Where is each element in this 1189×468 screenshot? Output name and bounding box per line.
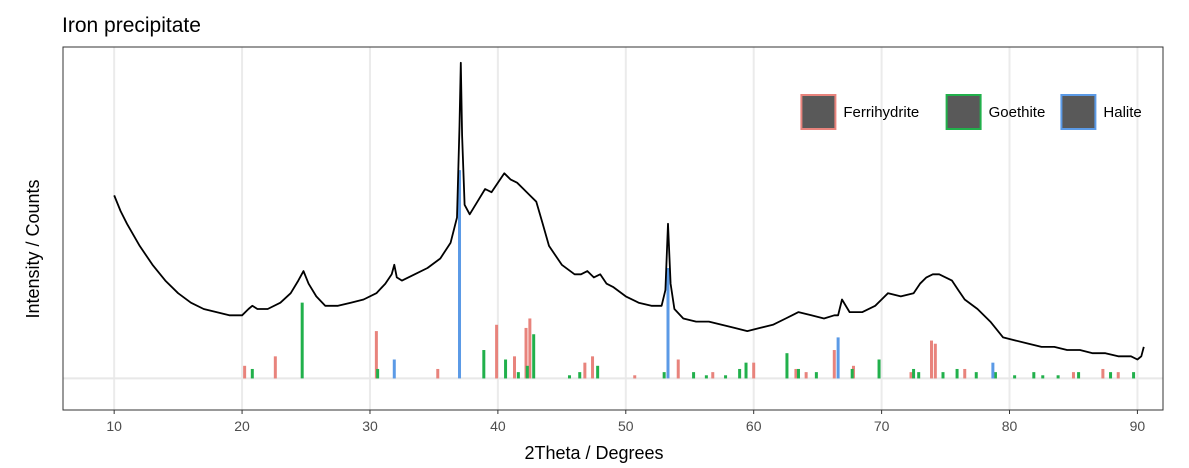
x-tick-label-60: 60 [746,418,762,434]
legend-label-goethite: Goethite [989,104,1046,121]
reference-sticks [243,170,1136,379]
x-tick-label-30: 30 [362,418,378,434]
x-tick-label-80: 80 [1002,418,1018,434]
plot-panel-border [62,46,1164,411]
x-tick-label-20: 20 [234,418,250,434]
legend-label-ferrihydrite: Ferrihydrite [843,104,919,121]
legend-label-halite: Halite [1103,104,1141,121]
x-tick-label-70: 70 [874,418,890,434]
legend-key-halite [1060,94,1097,130]
x-tick-label-10: 10 [106,418,122,434]
legend-key-ferrihydrite [800,94,837,130]
intensity-trace [113,61,1145,361]
x-tick-label-50: 50 [618,418,634,434]
chart-title: Iron precipitate [62,14,201,37]
legend: Ferrihydrite Goethite Halite [800,94,1142,130]
x-tick-label-40: 40 [490,418,506,434]
gridlines [113,47,1139,410]
x-tick-label-90: 90 [1130,418,1146,434]
x-axis-ticks: 10 20 30 40 50 60 70 80 90 [106,410,1145,434]
x-axis-label: 2Theta / Degrees [524,443,663,463]
y-axis-label: Intensity / Counts [23,179,43,318]
legend-key-goethite [945,94,982,130]
